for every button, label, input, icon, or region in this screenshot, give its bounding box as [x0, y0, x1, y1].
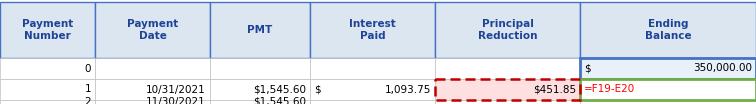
Text: Payment
Number: Payment Number: [22, 19, 73, 41]
Bar: [580, 79, 756, 100]
Bar: [580, 79, 756, 100]
Bar: [310, 100, 435, 104]
Bar: [435, 58, 580, 79]
Bar: [0, 100, 95, 104]
Bar: [95, 100, 210, 104]
Bar: [95, 58, 210, 79]
Bar: [95, 79, 210, 100]
Bar: [310, 2, 435, 58]
Bar: [435, 2, 580, 58]
Bar: [95, 2, 210, 58]
Bar: [435, 79, 580, 100]
Bar: [310, 58, 435, 79]
Bar: [580, 100, 756, 104]
Bar: [580, 58, 756, 79]
Text: 1: 1: [85, 84, 91, 95]
Bar: [210, 100, 310, 104]
Text: 10/31/2021: 10/31/2021: [146, 84, 206, 95]
Bar: [580, 2, 756, 58]
Text: Principal
Reduction: Principal Reduction: [478, 19, 538, 41]
Text: Interest
Paid: Interest Paid: [349, 19, 396, 41]
Text: $451.85: $451.85: [533, 84, 576, 95]
Text: Ending
Balance: Ending Balance: [645, 19, 691, 41]
Text: $1,545.60: $1,545.60: [253, 84, 306, 95]
Bar: [0, 58, 95, 79]
Text: $1,545.60: $1,545.60: [253, 97, 306, 104]
Bar: [310, 79, 435, 100]
Text: $: $: [584, 64, 590, 74]
Text: $: $: [314, 84, 321, 95]
Text: PMT: PMT: [247, 25, 273, 35]
Text: Payment
Date: Payment Date: [127, 19, 178, 41]
Bar: [435, 79, 580, 100]
Text: 1,093.75: 1,093.75: [385, 84, 431, 95]
Bar: [435, 100, 580, 104]
Bar: [210, 2, 310, 58]
Bar: [0, 79, 95, 100]
Text: 350,000.00: 350,000.00: [693, 64, 752, 74]
Bar: [210, 58, 310, 79]
Text: 0: 0: [85, 64, 91, 74]
Bar: [0, 2, 95, 58]
Bar: [580, 58, 756, 79]
Text: =F19-E20: =F19-E20: [584, 84, 635, 95]
Text: 2: 2: [85, 97, 91, 104]
Bar: [210, 79, 310, 100]
Text: 11/30/2021: 11/30/2021: [146, 97, 206, 104]
